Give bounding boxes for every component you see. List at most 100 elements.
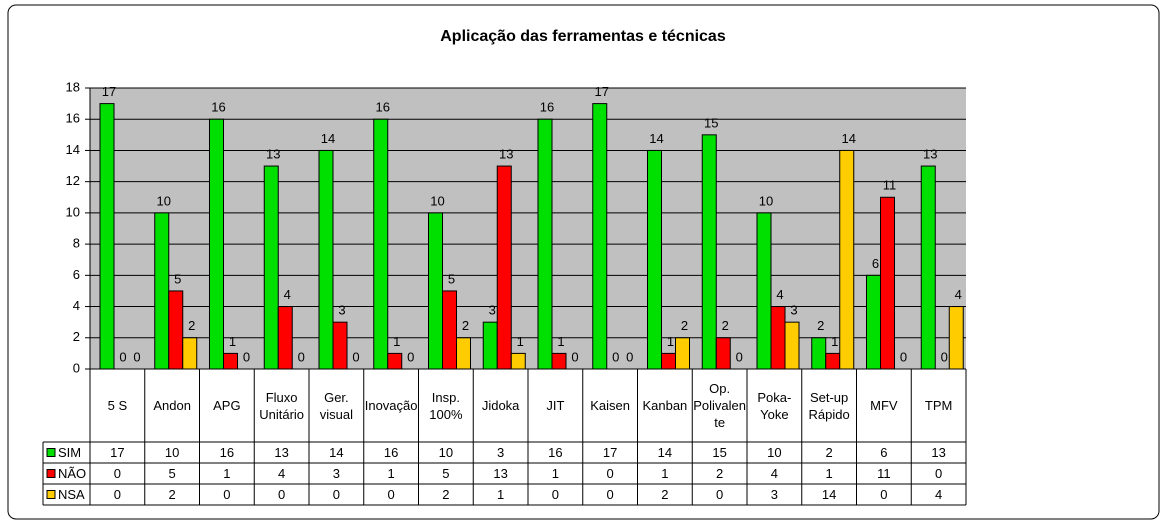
table-cell: 1 (388, 466, 395, 481)
chart-title: Aplicação das ferramentas e técnicas (440, 28, 726, 45)
x-tick-label-box: Poka-Yoke (757, 389, 792, 422)
table-cell: 0 (114, 466, 121, 481)
bar (756, 212, 772, 370)
data-label: 3 (489, 303, 496, 318)
y-tick-label: 8 (73, 236, 80, 251)
data-label: 10 (759, 193, 773, 208)
y-tick-label: 18 (66, 79, 80, 94)
table-cell: 1 (826, 466, 833, 481)
table-cell: 16 (384, 445, 398, 460)
bar (647, 149, 662, 370)
x-tick-label: Fluxo Unitário (259, 389, 305, 422)
table-cell: 3 (771, 487, 778, 502)
y-tick-label: 0 (73, 360, 80, 375)
bar (182, 337, 198, 370)
legend-label: SIM (58, 445, 81, 460)
legend-swatch (46, 448, 56, 457)
data-label: 10 (430, 193, 444, 208)
table-cell: 16 (548, 445, 562, 460)
table-cell: 0 (388, 487, 395, 502)
table-cell: 4 (935, 487, 942, 502)
table-cell: 2 (169, 487, 176, 502)
table-cell: 10 (439, 445, 453, 460)
x-tick-label-box: JIT (546, 398, 564, 413)
table-cell: 0 (935, 466, 942, 481)
data-label: 4 (284, 287, 291, 302)
bar (332, 321, 348, 370)
data-label: 2 (188, 318, 195, 333)
data-label: 0 (119, 349, 126, 364)
x-tick-label: Poka-Yoke (757, 389, 792, 422)
data-label: 17 (595, 84, 609, 99)
data-label: 0 (352, 349, 359, 364)
table-cell: 2 (442, 487, 449, 502)
data-label: 17 (102, 84, 116, 99)
table-cell: 10 (767, 445, 781, 460)
y-tick-label: 6 (73, 267, 80, 282)
table-cell: 3 (333, 466, 340, 481)
data-label: 1 (667, 334, 674, 349)
bar (496, 165, 512, 370)
data-label: 11 (883, 178, 897, 193)
table-cell: 0 (278, 487, 285, 502)
bar (715, 337, 731, 370)
data-label: 0 (133, 349, 140, 364)
table-cell: 1 (223, 466, 230, 481)
bar (880, 196, 895, 370)
table-cell: 11 (877, 466, 891, 481)
data-label: 6 (872, 256, 879, 271)
bar (263, 165, 279, 370)
x-tick-label: Insp. 100% (429, 389, 463, 422)
data-label: 3 (790, 303, 797, 318)
bar (784, 321, 800, 370)
x-tick-label-box: 5 S (107, 398, 128, 413)
bar (661, 352, 676, 370)
bar (510, 352, 526, 370)
x-tick-label: Ger. visual (319, 389, 353, 422)
y-tick-label: 14 (66, 142, 80, 157)
table-cell: 0 (223, 487, 230, 502)
legend-swatch (46, 469, 56, 478)
data-label: 1 (517, 334, 524, 349)
bar (551, 352, 567, 370)
table-cell: 2 (661, 487, 668, 502)
table-cell: 5 (169, 466, 176, 481)
x-tick-label-box: MFV (870, 398, 898, 413)
bar (770, 306, 786, 370)
x-tick-label: Andon (153, 398, 191, 413)
x-tick-label: Kanban (642, 398, 688, 413)
x-tick-label-box: Andon (153, 398, 191, 413)
data-label: 13 (923, 146, 937, 161)
bar (373, 118, 389, 370)
table-cell: 17 (110, 445, 124, 460)
bar (318, 149, 334, 370)
legend-label: NÃO (58, 466, 86, 481)
x-tick-label: Kaisen (590, 398, 630, 413)
x-tick-label: Jidoka (481, 398, 520, 413)
table-cell: 5 (442, 466, 449, 481)
x-tick-label: 5 S (107, 398, 128, 413)
data-label: 0 (612, 349, 619, 364)
table-cell: 16 (220, 445, 234, 460)
legend-label: NSA (58, 487, 85, 502)
bar (866, 274, 881, 370)
table-cell: 2 (826, 445, 833, 460)
table-cell: 0 (333, 487, 340, 502)
data-label: 4 (776, 287, 783, 302)
data-label: 1 (229, 334, 236, 349)
table-cell: 14 (329, 445, 343, 460)
x-tick-label-box: APG (213, 398, 240, 413)
x-tick-label-box: Ger. visual (319, 389, 353, 422)
data-label: 0 (900, 349, 907, 364)
bar (920, 165, 936, 370)
data-label: 1 (831, 334, 838, 349)
table-cell: 0 (880, 487, 887, 502)
bar (209, 118, 224, 370)
table-cell: 2 (716, 466, 723, 481)
bar (839, 149, 855, 370)
x-tick-label: MFV (870, 398, 898, 413)
legend-swatch (46, 490, 56, 499)
bar (456, 337, 471, 370)
data-label: 16 (376, 100, 390, 115)
table-cell: 13 (493, 466, 507, 481)
